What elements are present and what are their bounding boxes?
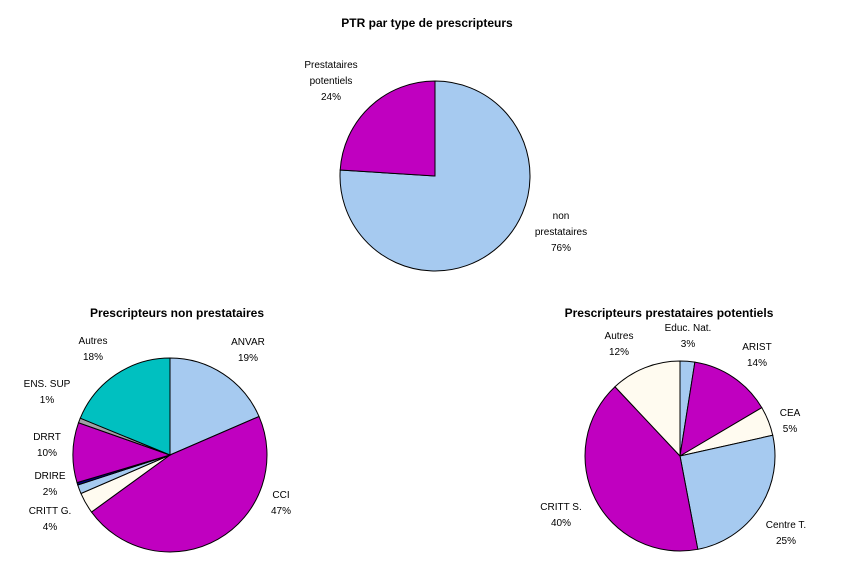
pie-chart-prestataires-potentiels: Educ. Nat. 3% ARIST 14% CEA 5% Centre T. 25% CRI… [540,323,806,552]
category-label-critt-g: CRITT G. [29,506,72,517]
pie-slice-autres [79,357,171,456]
pie-chart-ptr: non prestataires 76% Prestataires potentiels… [304,60,587,272]
category-label-prestataires-potentiels: Prestataires [304,60,357,71]
pie-slice-prestataires-potentiels [339,80,436,177]
category-label-centre-t: Centre T. [766,520,806,531]
category-label-prestataires-potentiels: potentiels [310,76,353,87]
pct-label-drire: 2% [43,487,58,498]
pct-label-autres: 18% [83,352,103,363]
pie-slice-centre-t [679,434,776,550]
category-label-ens-sup: ENS. SUP [24,379,71,390]
pct-label-critt-g: 4% [43,522,58,533]
category-label-critt-s: CRITT S. [540,502,581,513]
pct-label-ens-sup: 1% [40,395,55,406]
pct-label-centre-t: 25% [776,536,796,547]
chart-title-main: PTR par type de prescripteurs [341,16,513,30]
category-label-drrt: DRRT [33,432,61,443]
pie-slice-anvar [169,357,260,456]
category-label-autres: Autres [79,336,108,347]
pct-label-educ-nat: 3% [681,339,696,350]
chart-title-prestataires-potentiels: Prescripteurs prestataires potentiels [565,306,774,320]
category-label-drire: DRIRE [34,471,65,482]
pie-chart-non-prestataires: ANVAR 19% CCI 47% CRITT G. 4% DRIRE 2% DRRT 10% EN… [24,336,291,553]
category-label-arist: ARIST [742,342,771,353]
pct-label-non-prestataires: 76% [551,243,571,254]
category-label-non-prestataires: prestataires [535,227,587,238]
pct-label-autres: 12% [609,347,629,358]
pct-label-anvar: 19% [238,353,258,364]
pct-label-prestataires-potentiels: 24% [321,92,341,103]
pct-label-critt-s: 40% [551,518,571,529]
category-label-anvar: ANVAR [231,337,265,348]
category-label-non-prestataires: non [553,211,570,222]
pct-label-drrt: 10% [37,448,57,459]
category-label-cci: CCI [272,490,289,501]
category-label-autres: Autres [605,331,634,342]
pie-slice-autres [614,360,681,458]
pct-label-arist: 14% [747,358,767,369]
category-label-educ-nat: Educ. Nat. [665,323,712,334]
pct-label-cea: 5% [783,424,798,435]
pie-slice-critt-s [584,386,699,552]
chart-title-non-prestataires: Prescripteurs non prestataires [90,306,264,320]
pie-slice-arist [679,361,763,457]
pie-slice-non-prestataires [339,80,531,272]
category-label-cea: CEA [780,408,801,419]
pct-label-cci: 47% [271,506,291,517]
pie-slice-cci [90,415,268,553]
